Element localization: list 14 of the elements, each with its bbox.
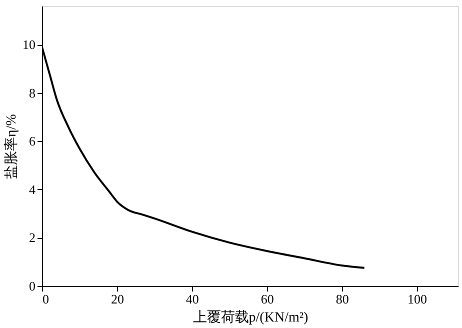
y-tick-label: 8 bbox=[29, 85, 36, 100]
x-tick-label: 40 bbox=[186, 292, 199, 306]
x-tick-label: 20 bbox=[110, 292, 124, 306]
y-tick-label: 2 bbox=[29, 230, 36, 246]
x-tick-label: 0 bbox=[42, 292, 49, 306]
x-tick-label: 60 bbox=[260, 292, 274, 306]
y-tick-label: 6 bbox=[29, 134, 36, 149]
x-tick-label: 80 bbox=[336, 292, 349, 306]
y-axis-title: 盐胀率η/% bbox=[4, 114, 20, 179]
y-tick-label: 0 bbox=[29, 278, 36, 294]
x-tick-label: 100 bbox=[408, 292, 428, 306]
y-tick-label: 10 bbox=[22, 37, 36, 52]
y-tick-label: 4 bbox=[29, 182, 36, 197]
x-axis-title: 上覆荷载p/(KN/m²) bbox=[192, 310, 309, 326]
